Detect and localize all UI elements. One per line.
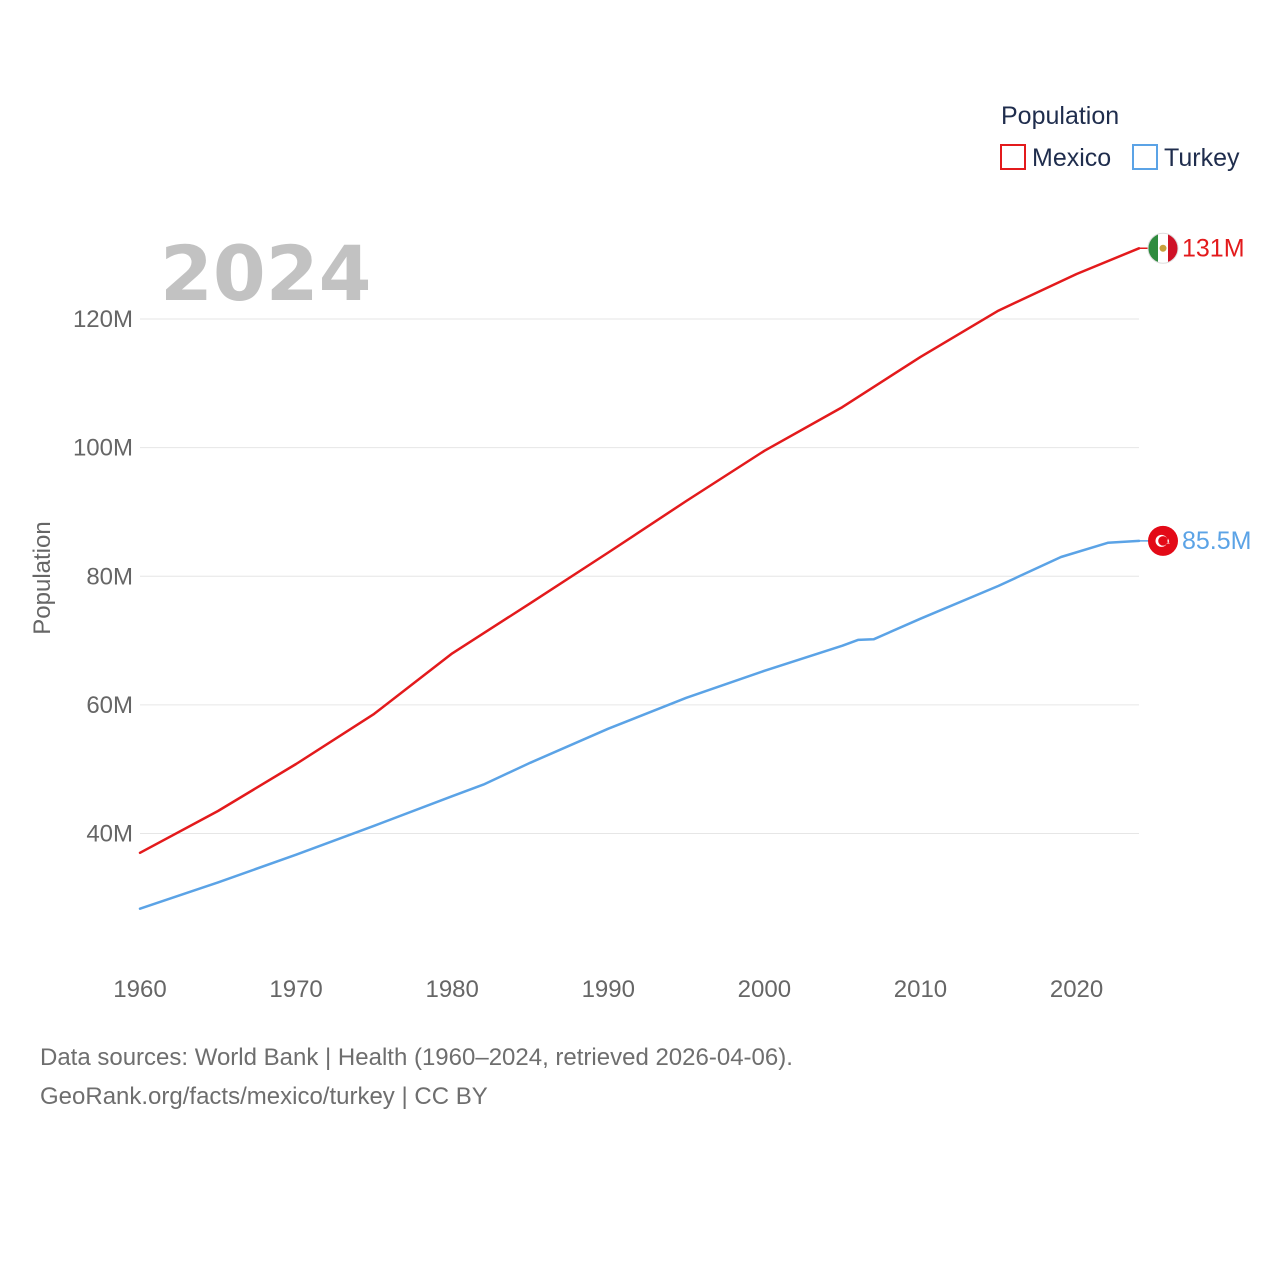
legend-label-turkey[interactable]: Turkey: [1164, 144, 1240, 172]
turkey-flag-icon: [1148, 525, 1178, 556]
y-axis-title: Population: [29, 521, 56, 634]
legend-swatch-turkey[interactable]: [1132, 144, 1158, 170]
x-axis-ticks: 1960 1970 1980 1990 2000 2010 2020: [113, 976, 1103, 1003]
x-tick-label: 2000: [738, 976, 791, 1003]
y-tick-label: 100M: [73, 435, 133, 462]
x-tick-label: 2020: [1050, 976, 1103, 1003]
series-line-mexico[interactable]: [138, 247, 1141, 855]
legend-label-mexico[interactable]: Mexico: [1032, 144, 1111, 172]
grid-lines: [140, 318, 1139, 834]
y-tick-label: 80M: [86, 563, 133, 590]
y-tick-label: 120M: [73, 306, 133, 333]
y-tick-label: 40M: [86, 821, 133, 848]
x-tick-label: 1980: [425, 976, 478, 1003]
series-line-turkey[interactable]: [138, 539, 1141, 910]
x-tick-label: 1970: [269, 976, 322, 1003]
legend: Population Mexico Turkey: [1000, 102, 1240, 172]
mexico-flag-icon: [1147, 232, 1179, 264]
current-year-label: 2024: [160, 229, 372, 318]
footer-sources: Data sources: World Bank | Health (1960–…: [40, 1044, 793, 1071]
end-value-label-mexico: 131M: [1182, 234, 1245, 262]
series-lines: [138, 247, 1141, 910]
x-tick-label: 1990: [582, 976, 635, 1003]
end-value-label-turkey: 85.5M: [1182, 527, 1251, 555]
footer-attribution: GeoRank.org/facts/mexico/turkey | CC BY: [40, 1083, 488, 1110]
y-tick-label: 60M: [86, 692, 133, 719]
x-tick-label: 2010: [894, 976, 947, 1003]
series-end-markers: 131M 85.5M: [1139, 232, 1251, 556]
x-tick-label: 1960: [113, 976, 166, 1003]
legend-swatch-mexico[interactable]: [1000, 144, 1026, 170]
y-axis-ticks: 40M 60M 80M 100M 120M: [73, 306, 133, 848]
legend-title: Population: [1001, 102, 1119, 130]
